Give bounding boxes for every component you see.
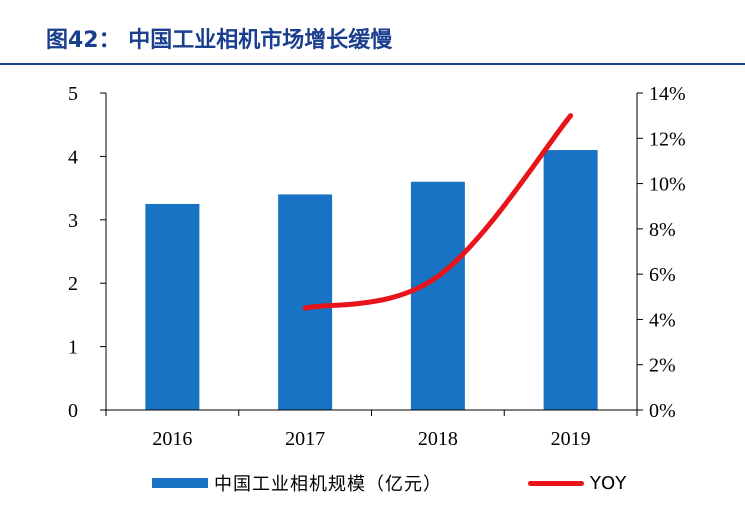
y-right-tick-label: 10% (649, 174, 686, 196)
y-right-tick-label: 4% (649, 309, 676, 331)
y-right-tick-label: 6% (649, 264, 676, 286)
legend-item-bar: 中国工业相机规模（亿元） (152, 470, 442, 496)
combo-chart: 0 1 2 3 4 5 0% 2% 4% 6% 8% 10% 12% 14% 2016 2017 2018 201… (68, 83, 686, 450)
bar-2019 (543, 150, 598, 410)
x-tick-label-2019: 2019 (551, 428, 591, 450)
y-left-tick-label: 3 (68, 210, 78, 232)
bars-group (145, 150, 598, 410)
figure-title: 图42： 中国工业相机市场增长缓慢 (46, 28, 393, 53)
x-tick-label-2018: 2018 (418, 428, 458, 450)
legend-item-line: YOY (528, 470, 627, 496)
y-left-tick-label: 1 (68, 337, 78, 359)
legend-label-line: YOY (590, 472, 628, 494)
labels-group: 0 1 2 3 4 5 0% 2% 4% 6% 8% 10% 12% 14% 2016 2017 2018 201… (68, 83, 686, 450)
yoy-group (302, 113, 574, 311)
bar-2017 (278, 194, 333, 410)
bar-2018 (410, 181, 465, 410)
y-right-tick-label: 8% (649, 219, 676, 241)
x-tick-label-2017: 2017 (285, 428, 325, 450)
title-rule (0, 63, 745, 65)
axes-group (100, 92, 643, 416)
y-left-tick-label: 2 (68, 273, 78, 295)
yoy-line (302, 113, 574, 311)
bar-2016 (145, 203, 200, 410)
y-left-tick-label: 0 (68, 400, 78, 422)
legend: 中国工业相机规模（亿元） YOY (0, 470, 745, 496)
x-tick-label-2016: 2016 (152, 428, 192, 450)
legend-line-swatch (528, 480, 584, 486)
y-right-tick-label: 2% (649, 355, 676, 377)
y-left-tick-label: 4 (68, 146, 78, 168)
legend-bar-swatch (152, 478, 208, 488)
y-right-tick-label: 14% (649, 83, 686, 105)
y-right-tick-label: 0% (649, 400, 676, 422)
y-left-tick-label: 5 (68, 83, 78, 105)
y-right-tick-label: 12% (649, 128, 686, 150)
legend-label-bar: 中国工业相机规模（亿元） (214, 474, 442, 495)
